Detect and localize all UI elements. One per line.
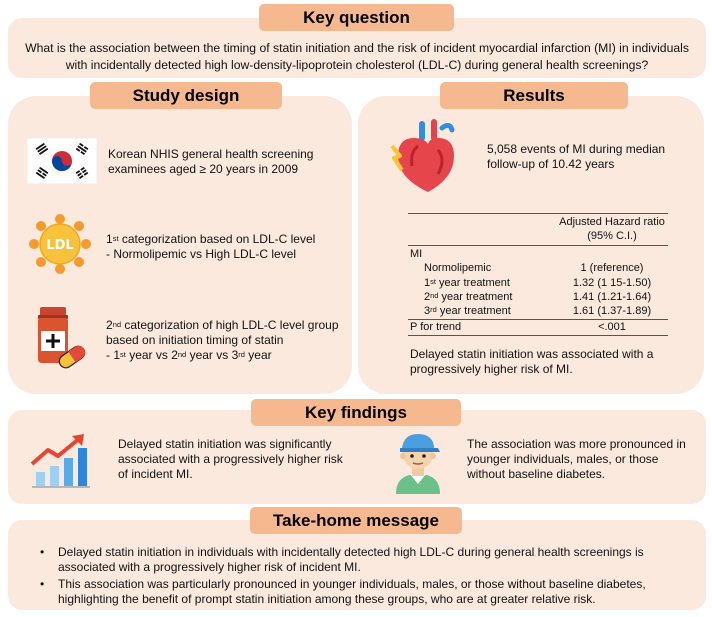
table-row: 1st year treatment 1.32 (1 15-1.50) bbox=[408, 276, 668, 290]
growth-chart-icon bbox=[30, 434, 90, 488]
table-row-value: 1.61 (1.37-1.89) bbox=[572, 305, 652, 317]
results-header: Results bbox=[440, 82, 628, 109]
korea-flag-icon bbox=[27, 138, 97, 184]
second-cat-line2: based on initiation timing of statin bbox=[106, 333, 284, 347]
table-header-row-2: (95% C.I.) bbox=[408, 229, 668, 243]
take-home-bullet-2: This association was particularly pronou… bbox=[58, 577, 646, 606]
table-header-row: Adjusted Hazard ratio bbox=[408, 215, 668, 229]
table-row: 2nd year treatment 1.41 (1.21-1.64) bbox=[408, 290, 668, 304]
table-row-label: 3rd year treatment bbox=[424, 305, 511, 317]
second-cat-mid1: year vs 2 bbox=[125, 348, 178, 362]
table-row: MI bbox=[408, 247, 668, 261]
first-categorization-text: 1st categorization based on LDL-C level … bbox=[106, 232, 344, 262]
table-row-value: 1.32 (1 15-1.50) bbox=[572, 277, 652, 289]
study-design-header: Study design bbox=[90, 82, 282, 109]
p-trend-label: P for trend bbox=[410, 321, 462, 333]
second-cat-sup: nd bbox=[112, 320, 122, 329]
key-findings-header: Key findings bbox=[251, 399, 461, 426]
table-row-label: Normolipemic bbox=[424, 262, 492, 274]
table-row-label: 1st year treatment bbox=[424, 277, 510, 289]
table-row-label: 2nd year treatment bbox=[424, 291, 513, 303]
table-row: Normolipemic 1 (reference) bbox=[408, 261, 668, 275]
list-item: • This association was particularly prono… bbox=[40, 577, 646, 606]
second-categorization-text: 2nd categorization of high LDL-C level g… bbox=[106, 318, 350, 363]
ldl-cholesterol-icon: LDL bbox=[29, 214, 91, 274]
key-question-text: What is the association between the timi… bbox=[25, 41, 689, 72]
first-cat-sup: st bbox=[112, 234, 119, 243]
second-cat-sup2: nd bbox=[177, 350, 187, 359]
take-home-bullet-1: Delayed statin initiation in individuals… bbox=[58, 545, 644, 574]
list-item: • Delayed statin initiation in individual… bbox=[40, 545, 644, 574]
mi-events-text: 5,058 events of MI during median follow-… bbox=[487, 142, 666, 171]
second-cat-sup1: st bbox=[120, 350, 126, 359]
take-home-list: • Delayed statin initiation in individual… bbox=[40, 545, 695, 609]
take-home-header: Take-home message bbox=[250, 507, 462, 534]
table-row-p-trend: P for trend <.001 bbox=[408, 320, 668, 334]
key-finding-right: The association was more pronounced in y… bbox=[467, 437, 686, 481]
second-cat-line3-prefix: - 1 bbox=[106, 348, 121, 362]
second-cat-mid2: year vs 3 bbox=[186, 348, 239, 362]
key-finding-left: Delayed statin initiation was significan… bbox=[118, 437, 343, 481]
ldl-icon-label: LDL bbox=[46, 238, 73, 253]
first-cat-line1: categorization based on LDL-C level bbox=[118, 232, 316, 246]
second-cat-ordinal: 2 bbox=[106, 318, 113, 332]
table-row-value: 1 (reference) bbox=[580, 262, 644, 274]
table-col-header-line1: Adjusted Hazard ratio bbox=[559, 216, 665, 228]
table-group-label: MI bbox=[410, 248, 423, 260]
p-trend-value: <.001 bbox=[598, 321, 626, 333]
first-cat-ordinal: 1 bbox=[106, 232, 113, 246]
second-cat-sup3: rd bbox=[238, 350, 245, 359]
heart-icon bbox=[390, 119, 455, 192]
second-cat-end: year bbox=[244, 348, 272, 362]
table-col-header-line2: (95% C.I.) bbox=[587, 230, 637, 242]
first-cat-line2: - Normolipemic vs High LDL-C level bbox=[106, 247, 297, 261]
results-conclusion: Delayed statin initiation was associated… bbox=[410, 347, 654, 376]
second-cat-line1: categorization of high LDL-C level group bbox=[121, 318, 339, 332]
study-population-text: Korean NHIS general health screening exa… bbox=[108, 147, 314, 176]
table-row: 3rd year treatment 1.61 (1.37-1.89) bbox=[408, 304, 668, 318]
young-man-icon bbox=[396, 434, 440, 494]
key-question-header: Key question bbox=[259, 4, 454, 31]
take-home-panel bbox=[8, 520, 706, 610]
table-row-value: 1.41 (1.21-1.64) bbox=[572, 291, 652, 303]
medicine-bottle-icon bbox=[38, 307, 86, 369]
